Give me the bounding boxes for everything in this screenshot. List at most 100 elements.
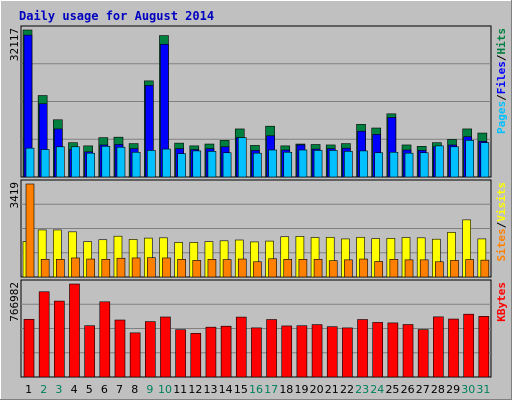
bar-sites xyxy=(177,259,186,278)
x-tick-label: 8 xyxy=(131,383,138,396)
legend: KBytes xyxy=(495,282,508,322)
bar-kbytes xyxy=(448,318,459,378)
x-tick-label: 21 xyxy=(325,383,339,396)
bar-pages xyxy=(131,151,141,178)
bar-pages xyxy=(328,150,338,178)
x-tick-label: 10 xyxy=(158,383,172,396)
bar-sites xyxy=(192,260,202,278)
bar-pages xyxy=(344,151,353,178)
bar-sites xyxy=(480,259,490,278)
bar-kbytes xyxy=(326,326,338,378)
bar-kbytes xyxy=(205,326,217,378)
bar-sites xyxy=(465,259,474,278)
bar-pages xyxy=(268,149,277,178)
x-tick-label: 14 xyxy=(219,383,233,396)
legend-separator: / xyxy=(495,221,508,228)
bar-kbytes xyxy=(129,332,141,378)
bar-sites xyxy=(344,259,353,278)
legend-hits: Hits xyxy=(495,28,508,55)
bar-kbytes xyxy=(190,333,202,378)
x-tick-label: 15 xyxy=(234,383,248,396)
x-tick-label: 30 xyxy=(461,383,475,396)
bar-kbytes xyxy=(160,316,171,378)
bar-sites xyxy=(25,183,35,278)
bar-kbytes xyxy=(99,301,111,378)
bar-sites xyxy=(389,259,399,278)
bar-pages xyxy=(313,150,323,178)
bar-pages xyxy=(480,142,490,178)
bar-kbytes xyxy=(84,325,95,378)
bar-kbytes xyxy=(387,322,399,378)
bar-kbytes xyxy=(478,316,490,378)
x-tick-label: 7 xyxy=(116,383,123,396)
bar-pages xyxy=(465,140,474,178)
bar-kbytes xyxy=(342,327,353,378)
x-tick-label: 13 xyxy=(204,383,218,396)
x-tick-label: 23 xyxy=(355,383,369,396)
chart-panels: 32117Pages/Files/Hits3419Sites/Visits766… xyxy=(8,25,508,378)
x-tick-label: 4 xyxy=(71,383,78,396)
x-tick-label: 22 xyxy=(340,383,354,396)
x-axis-labels: 1 2 3 4 5 6 7 8 9 10 11 12 13 14 15 16 17 18 19 20 21 22 23 24 2… xyxy=(25,383,490,396)
x-tick-label: 18 xyxy=(279,383,293,396)
x-tick-label: 1 xyxy=(25,383,32,396)
bar-kbytes xyxy=(296,325,308,378)
legend-pages: Pages xyxy=(495,101,508,134)
bar-sites xyxy=(116,257,126,278)
bar-sites xyxy=(222,259,232,278)
bar-kbytes xyxy=(220,325,232,378)
bar-sites xyxy=(207,259,217,278)
bar-pages xyxy=(359,150,368,178)
y-max-label: 3419 xyxy=(8,182,21,209)
bar-pages xyxy=(162,148,171,178)
bar-sites xyxy=(86,258,95,278)
bar-pages xyxy=(404,152,414,178)
x-tick-label: 5 xyxy=(86,383,93,396)
bar-sites xyxy=(253,261,262,278)
bar-sites xyxy=(374,261,384,278)
legend: Pages/Files/Hits xyxy=(495,28,508,134)
bar-kbytes xyxy=(372,322,384,378)
bar-sites xyxy=(313,259,323,278)
bar-sites xyxy=(268,258,277,278)
y-max-label: 32117 xyxy=(8,28,21,61)
x-tick-label: 6 xyxy=(101,383,108,396)
bar-sites xyxy=(283,259,293,278)
x-tick-label: 20 xyxy=(310,383,324,396)
x-tick-label: 28 xyxy=(431,383,445,396)
bar-sites xyxy=(298,259,308,278)
bar-kbytes xyxy=(114,319,126,378)
x-tick-label: 31 xyxy=(476,383,490,396)
bar-pages xyxy=(222,152,232,178)
bar-pages xyxy=(237,137,247,178)
bar-pages xyxy=(389,151,399,178)
bar-pages xyxy=(116,146,126,178)
x-tick-label: 26 xyxy=(401,383,415,396)
x-tick-label: 25 xyxy=(385,383,399,396)
x-tick-label: 29 xyxy=(446,383,460,396)
x-tick-label: 11 xyxy=(173,383,187,396)
chart-title: Daily usage for August 2014 xyxy=(19,9,214,23)
bar-pages xyxy=(56,146,65,178)
legend-kbytes: KBytes xyxy=(495,282,508,322)
bar-pages xyxy=(419,152,429,178)
bar-sites xyxy=(450,260,459,278)
bar-sites xyxy=(71,257,80,278)
bar-pages xyxy=(177,153,186,178)
bar-kbytes xyxy=(357,319,368,378)
x-tick-label: 12 xyxy=(188,383,202,396)
bar-kbytes xyxy=(266,319,277,378)
y-max-label: 766982 xyxy=(8,282,21,322)
bar-pages xyxy=(207,151,217,178)
x-tick-label: 27 xyxy=(416,383,430,396)
legend-sites: Sites xyxy=(495,228,508,261)
bar-sites xyxy=(404,259,414,278)
legend-separator: / xyxy=(495,54,508,61)
x-tick-label: 2 xyxy=(40,383,47,396)
bar-sites xyxy=(237,258,247,278)
legend-files: Files xyxy=(495,61,508,94)
bar-pages xyxy=(71,146,80,178)
bar-pages xyxy=(298,149,308,178)
